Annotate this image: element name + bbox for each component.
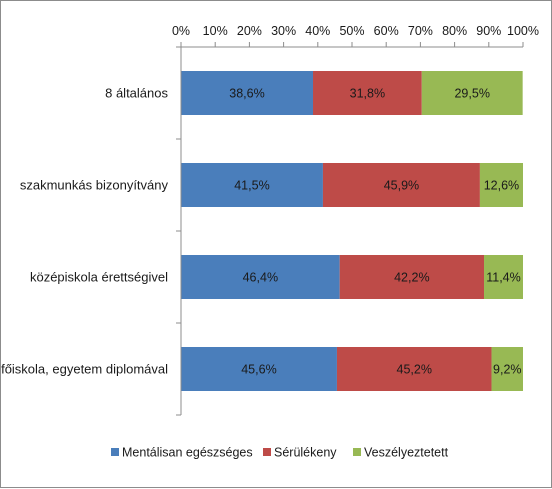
bar-4-series-3	[491, 347, 523, 391]
bar-3-series-3	[484, 255, 523, 299]
x-tick-label-10: 90%	[476, 24, 501, 38]
bar-2-series-2	[322, 163, 480, 207]
x-tick-label-4: 30%	[271, 24, 296, 38]
data-label-3-series-2: 42,2%	[394, 271, 429, 285]
data-label-3-series-3: 11,4%	[486, 271, 521, 285]
data-label-1-series-1: 38,6%	[229, 87, 264, 101]
x-tick-label-5: 40%	[305, 24, 330, 38]
bar-1-series-3	[421, 71, 523, 115]
data-label-2-series-1: 41,5%	[234, 179, 269, 193]
bar-1-series-2	[313, 71, 422, 115]
category-label-1: 8 általános	[105, 86, 168, 101]
legend-swatch-3	[353, 448, 361, 456]
x-tick-label-7: 60%	[374, 24, 399, 38]
bar-3-series-2	[339, 255, 485, 299]
bar-2-series-3	[479, 163, 523, 207]
x-tick-label-3: 20%	[237, 24, 262, 38]
legend-label-3: Veszélyeztetett	[364, 446, 449, 460]
x-tick-label-1: 0%	[172, 24, 190, 38]
data-label-4-series-2: 45,2%	[397, 363, 432, 377]
category-label-4: főiskola, egyetem diplomával	[1, 362, 168, 377]
legend-label-2: Sérülékeny	[274, 446, 337, 460]
x-tick-label-2: 10%	[203, 24, 228, 38]
data-label-1-series-3: 29,5%	[454, 87, 489, 101]
data-label-2-series-3: 12,6%	[484, 179, 519, 193]
bar-4-series-2	[336, 347, 492, 391]
bar-4-series-1	[181, 347, 337, 391]
category-label-2: szakmunkás bizonyítvány	[20, 178, 169, 193]
data-label-1-series-2: 31,8%	[350, 87, 385, 101]
data-label-4-series-3: 9,2%	[493, 363, 522, 377]
legend-swatch-2	[263, 448, 271, 456]
bar-2-series-1	[181, 163, 323, 207]
data-label-4-series-1: 45,6%	[241, 363, 276, 377]
legend-swatch-1	[111, 448, 119, 456]
data-label-2-series-2: 45,9%	[384, 179, 419, 193]
bar-3-series-1	[181, 255, 340, 299]
x-tick-label-9: 80%	[442, 24, 467, 38]
bar-1-series-1	[181, 71, 314, 115]
x-tick-label-6: 50%	[339, 24, 364, 38]
category-label-3: középiskola érettségivel	[30, 270, 168, 285]
data-label-3-series-1: 46,4%	[243, 271, 278, 285]
x-tick-label-8: 70%	[408, 24, 433, 38]
legend-label-1: Mentálisan egészséges	[122, 446, 253, 460]
x-tick-label-11: 100%	[507, 24, 539, 38]
